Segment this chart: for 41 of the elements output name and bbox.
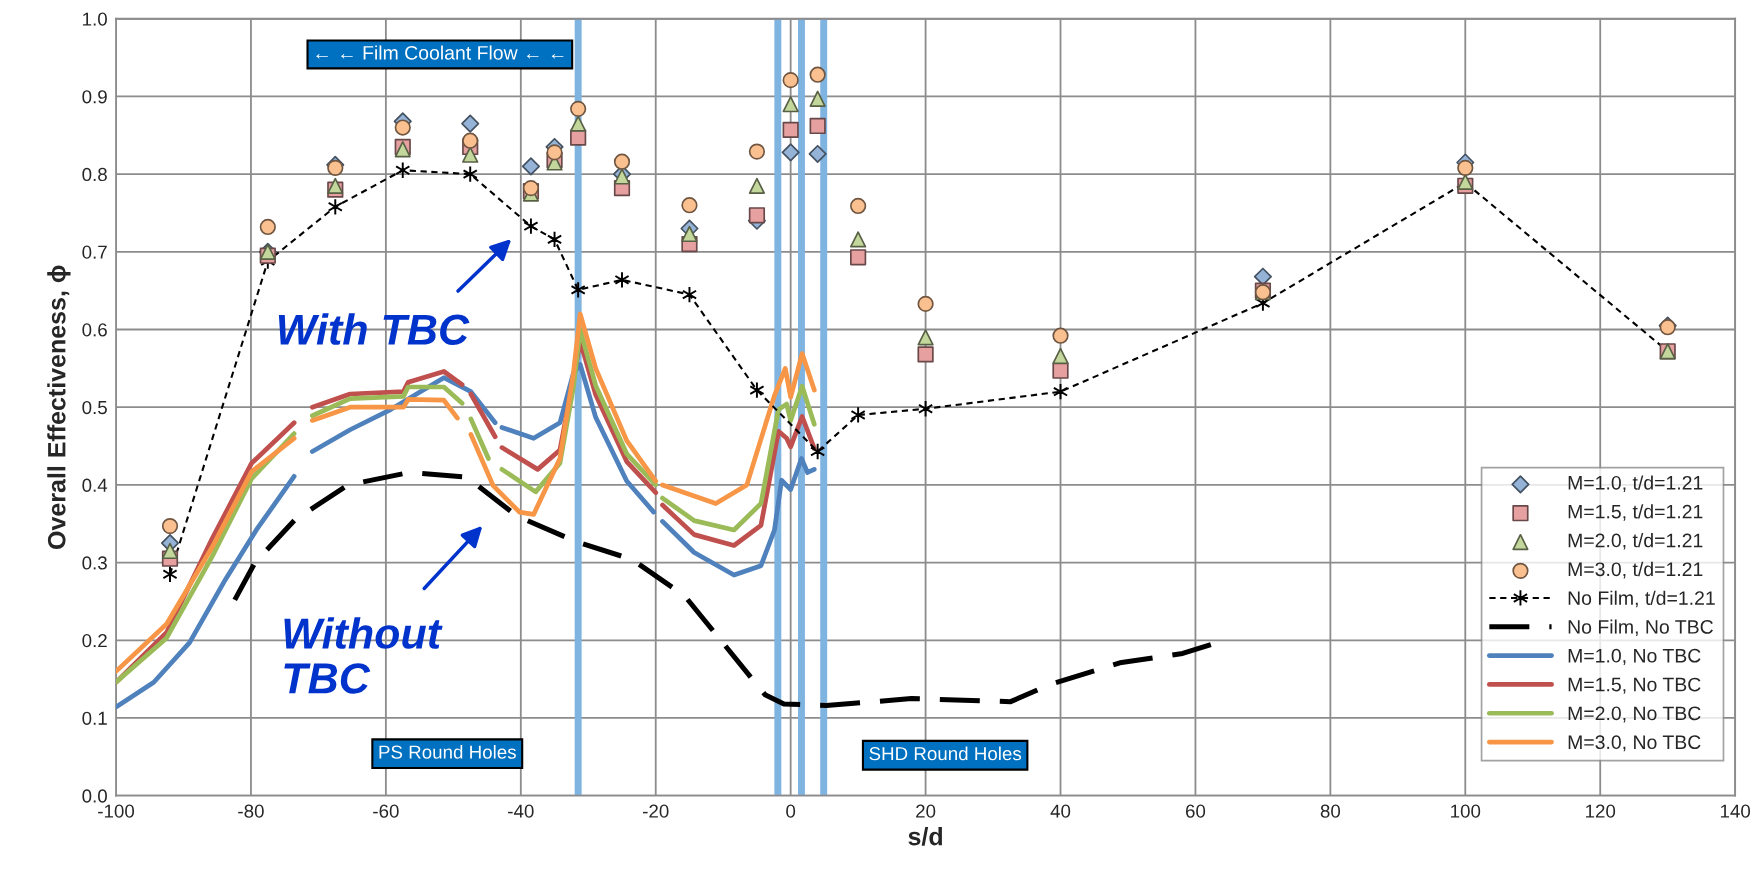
- annotation: PS Round Holes: [379, 744, 516, 759]
- legend-label: M=1.5, No TBC: [1568, 677, 1701, 694]
- legend-label: M=1.0, t/d=1.21: [1568, 475, 1703, 492]
- y-tick-label: 0.1: [82, 711, 107, 725]
- x-tick-label: -100: [98, 804, 135, 818]
- x-tick-label: 0: [786, 804, 796, 818]
- y-tick-label: 0.3: [82, 556, 107, 570]
- y-axis-title: Overall Effectiveness, ϕ: [47, 265, 71, 549]
- y-tick-label: 0.4: [82, 478, 108, 492]
- y-tick-label: 0.6: [82, 323, 107, 337]
- legend-label: M=3.0, No TBC: [1568, 735, 1701, 752]
- legend-label: No Film, t/d=1.21: [1568, 590, 1715, 608]
- legend-label: No Film, No TBC: [1568, 619, 1713, 637]
- x-tick-label: 40: [1050, 804, 1071, 818]
- x-tick-label: 60: [1185, 804, 1206, 818]
- x-tick-label: -20: [643, 804, 669, 818]
- x-tick-label: 80: [1320, 804, 1341, 818]
- legend-label: M=1.0, No TBC: [1568, 648, 1701, 665]
- y-tick-label: 0.0: [82, 789, 107, 803]
- annotation: Without TBC: [284, 617, 443, 694]
- x-tick-label: -80: [238, 804, 264, 818]
- y-tick-label: 0.9: [82, 90, 107, 104]
- y-tick-label: 0.5: [82, 400, 107, 415]
- y-tick-label: 0.2: [82, 633, 107, 648]
- x-axis-title: s/d: [908, 827, 942, 846]
- x-tick-label: -40: [508, 804, 534, 818]
- x-tick-label: 140: [1720, 804, 1751, 818]
- x-tick-label: 20: [916, 804, 936, 818]
- annotation: With TBC: [278, 313, 470, 345]
- x-tick-label: 100: [1451, 804, 1481, 818]
- annotation: ← ← Film Coolant Flow ← ←: [316, 45, 564, 60]
- legend-label: M=3.0, t/d=1.21: [1568, 561, 1703, 579]
- x-tick-label: 120: [1586, 804, 1616, 818]
- x-tick-label: -60: [373, 804, 399, 818]
- legend-label: M=2.0, t/d=1.21: [1568, 533, 1703, 550]
- legend-label: M=1.5, t/d=1.21: [1568, 504, 1703, 521]
- y-tick-label: 0.7: [82, 245, 107, 259]
- y-tick-label: 1.0: [83, 12, 107, 26]
- legend-label: M=2.0, No TBC: [1568, 706, 1701, 723]
- annotation: SHD Round Holes: [869, 746, 1022, 761]
- y-tick-label: 0.8: [82, 167, 107, 182]
